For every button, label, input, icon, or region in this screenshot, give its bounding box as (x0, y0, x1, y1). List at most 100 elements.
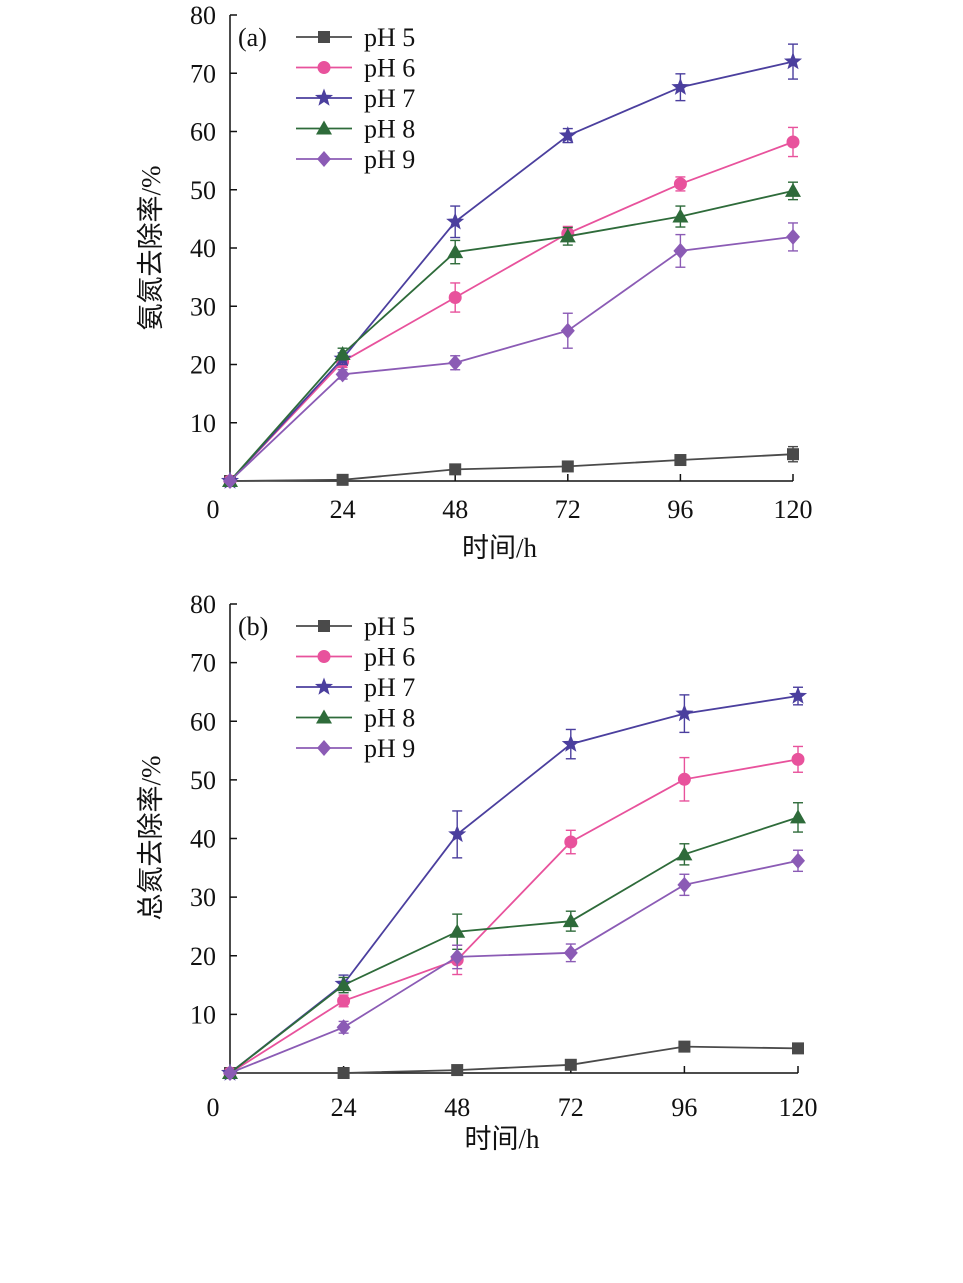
y-tick-label: 60 (190, 707, 216, 736)
data-point (335, 366, 350, 383)
legend-label: pH 9 (364, 734, 415, 763)
data-point (562, 913, 579, 928)
series-ph-7 (220, 686, 808, 1081)
data-point (561, 734, 580, 752)
series-line (230, 1045, 799, 1074)
data-point (336, 1019, 351, 1036)
data-point (447, 244, 464, 259)
panel-label: (a) (238, 23, 267, 52)
data-point (448, 824, 467, 843)
legend: pH 5pH 6pH 7pH 8pH 9 (296, 612, 415, 763)
data-point (673, 242, 688, 259)
x-tick-label: 120 (779, 1093, 818, 1122)
x-tick-label: 72 (555, 495, 581, 524)
legend-label: pH 6 (364, 54, 415, 83)
series-ph-9 (223, 222, 800, 489)
legend-label: pH 9 (364, 145, 415, 174)
legend: pH 5pH 6pH 7pH 8pH 9 (296, 23, 415, 174)
chart-panel-b: 10 20 30 40 50 60 70 80 0 24 48 72 96 120 时间/h 总氮去除率/% (… (136, 590, 818, 1154)
series-ph-6 (223, 745, 805, 1080)
legend-marker (316, 120, 332, 135)
data-point (334, 346, 351, 361)
data-point (792, 1042, 804, 1055)
data-point (675, 704, 694, 722)
legend-marker (317, 650, 331, 663)
data-point (448, 354, 463, 371)
y-tick-label: 70 (190, 649, 216, 678)
legend-marker (318, 31, 330, 43)
y-tick-label: 30 (190, 883, 216, 912)
legend-label: pH 6 (364, 643, 415, 672)
data-point (677, 876, 692, 893)
legend-marker (314, 88, 334, 106)
data-point (791, 852, 805, 869)
series-line (229, 60, 794, 482)
x-tick-label: 96 (667, 495, 693, 524)
data-point (678, 1040, 691, 1053)
y-tick-label: 40 (190, 825, 216, 854)
y-tick-label: 80 (190, 590, 216, 619)
y-tick-label: 50 (190, 766, 216, 795)
data-point (677, 772, 691, 786)
data-point (449, 463, 462, 476)
data-point (337, 1067, 350, 1079)
x-tick-label: 24 (330, 495, 356, 524)
x-tick-label: 120 (774, 495, 813, 524)
x-tick-label: 72 (558, 1093, 584, 1122)
series-line (229, 453, 794, 482)
legend-label: pH 7 (364, 84, 415, 113)
x-tick-label: 0 (207, 1093, 220, 1122)
y-tick-label: 30 (190, 292, 216, 321)
data-point (671, 77, 690, 95)
series-ph-9 (223, 849, 805, 1081)
y-tick-label: 20 (190, 351, 216, 380)
y-axis-title: 总氮去除率/% (136, 756, 166, 921)
data-point (783, 52, 803, 70)
x-axis-title: 时间/h (462, 533, 538, 563)
series-line (229, 190, 794, 482)
y-tick-label: 60 (190, 118, 216, 147)
x-tick-label: 48 (442, 495, 468, 524)
data-point (335, 977, 352, 992)
x-tick-label: 96 (671, 1093, 697, 1122)
data-point (672, 208, 689, 223)
data-point (337, 994, 351, 1008)
x-tick-label: 48 (444, 1093, 470, 1122)
series-line (229, 695, 799, 1074)
legend-label: pH 7 (364, 673, 415, 702)
data-point (791, 752, 805, 766)
y-axis-title: 氨氮去除率/% (136, 166, 166, 331)
data-point (788, 686, 808, 704)
data-point (786, 135, 800, 149)
legend-marker (316, 709, 332, 724)
legend-label: pH 8 (364, 115, 415, 144)
legend-marker (318, 620, 330, 632)
chart-panel-a: 10 20 30 40 50 60 70 80 0 24 48 72 96 120 时间/h 氨氮去除率/% (… (136, 1, 813, 563)
data-point (451, 1064, 464, 1077)
y-tick-label: 10 (190, 1000, 216, 1029)
legend-label: pH 5 (364, 612, 415, 641)
legend-label: pH 8 (364, 704, 415, 733)
y-tick-label: 50 (190, 176, 216, 205)
data-point (449, 923, 466, 938)
data-point (448, 291, 462, 305)
x-tick-label: 24 (331, 1093, 357, 1122)
y-tick-label: 10 (190, 409, 216, 438)
data-point (563, 944, 578, 961)
data-point (790, 809, 806, 824)
series-line (229, 758, 799, 1074)
data-point (223, 473, 237, 489)
data-point (559, 228, 576, 243)
data-point (223, 1065, 237, 1081)
x-tick-label: 0 (207, 495, 220, 524)
data-point (674, 454, 687, 467)
legend-marker (317, 740, 331, 756)
data-point (558, 126, 577, 144)
series-ph-5 (224, 445, 799, 487)
data-point (560, 322, 575, 339)
series-ph-8 (222, 181, 801, 487)
data-point (673, 177, 687, 191)
data-point (785, 182, 801, 197)
